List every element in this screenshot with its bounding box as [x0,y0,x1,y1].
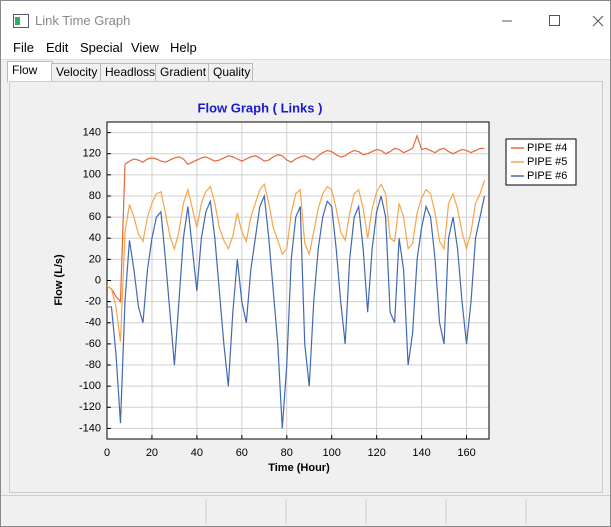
x-tick-label: 40 [191,447,203,459]
y-tick-label: -140 [79,422,101,434]
menu-bar: File Edit Special View Help [1,39,610,60]
y-tick-label: -120 [79,401,101,413]
status-bar [1,495,610,526]
menu-item[interactable]: File [13,40,34,55]
x-axis-label: Time (Hour) [268,462,330,474]
tab[interactable]: Gradient [155,63,210,82]
window-title: Link Time Graph [35,13,131,28]
menu-item[interactable]: View [131,40,159,55]
x-tick-label: 0 [104,447,110,459]
y-axis-label: Flow (L/s) [53,254,65,306]
y-tick-label: 100 [83,169,101,181]
legend-label: PIPE #6 [527,170,567,182]
menu-item[interactable]: Special [80,40,123,55]
y-tick-label: -40 [85,317,101,329]
y-tick-label: -20 [85,296,101,308]
series-line [107,193,486,429]
window-controls[interactable] [480,1,610,39]
x-tick-label: 120 [367,447,385,459]
tab[interactable]: Velocity [51,63,102,82]
y-tick-label: 40 [89,232,101,244]
menu-item[interactable]: Help [170,40,197,55]
menu-item[interactable]: Edit [46,40,69,55]
status-dividers [205,499,527,524]
x-tick-label: 100 [323,447,341,459]
y-tick-label: -100 [79,380,101,392]
series-line [106,179,486,342]
tab[interactable]: Headloss [100,63,157,82]
legend-label: PIPE #4 [527,142,567,154]
y-tick-label: -80 [85,359,101,371]
tab[interactable]: Flow [7,61,53,83]
series-line [106,133,485,304]
x-tick-label: 80 [281,447,293,459]
legend-label: PIPE #5 [527,156,567,168]
y-tick-label: -60 [85,338,101,350]
y-tick-label: 140 [83,126,101,138]
y-tick-label: 60 [89,211,101,223]
plot-frame [106,121,490,440]
x-tick-label: 160 [457,447,475,459]
x-tick-label: 60 [236,447,248,459]
y-tick-label: 0 [95,274,101,286]
title-bar: Link Time Graph [1,1,610,39]
y-tick-label: 20 [89,253,101,265]
x-tick-label: 20 [146,447,158,459]
chart: Flow Graph ( Links ) Time (Hour) Flow (L… [53,100,577,474]
y-tick-label: 80 [89,190,101,202]
tab[interactable]: Quality [208,63,253,82]
app-icon [13,14,29,28]
x-tick-label: 140 [412,447,430,459]
chart-title: Flow Graph ( Links ) [198,100,323,115]
y-tick-label: 120 [83,148,101,160]
